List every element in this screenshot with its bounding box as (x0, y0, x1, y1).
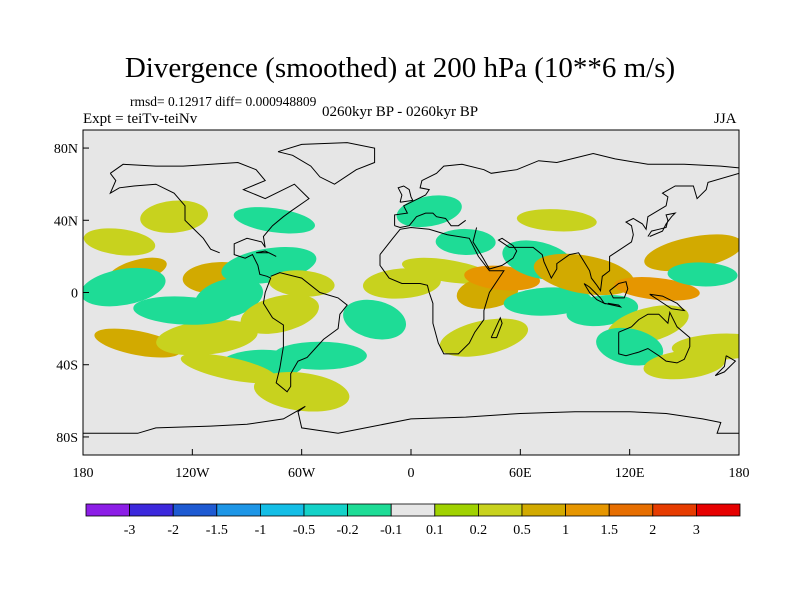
colorbar-label: -0.2 (337, 523, 359, 538)
colorbar-swatch (652, 503, 697, 517)
colorbar-label: 3 (693, 523, 700, 538)
coastline (714, 355, 737, 377)
field-anomaly (83, 267, 166, 307)
colorbar-swatch (434, 503, 479, 517)
colorbar-label: 2 (649, 523, 656, 538)
field-anomaly (233, 207, 315, 234)
colorbar-swatch (259, 503, 305, 517)
season-label: JJA (714, 111, 737, 127)
colorbar-swatch (85, 503, 130, 517)
colorbar: -3 -2 -1.5 -1 -0.5 -0.2 -0.1 0.1 0.2 0.5 1 1.5 2 3 (85, 503, 741, 538)
colorbar-label: 1 (562, 523, 569, 538)
coastline-layer (83, 142, 739, 434)
x-axis: 180 120W 60W 0 60E 120E 180 (73, 449, 750, 481)
field-anomaly (180, 353, 277, 384)
colorbar-label: 0.2 (470, 523, 488, 538)
x-tick-label: 60W (288, 466, 316, 481)
colorbar-label: -2 (167, 523, 179, 538)
field-anomaly (643, 350, 726, 380)
colorbar-swatch (172, 503, 218, 517)
field-anomaly (272, 341, 367, 370)
coastline (490, 316, 503, 339)
field-anomaly (516, 209, 597, 232)
y-tick-label: 40N (54, 214, 78, 229)
y-tick-label: 80N (54, 142, 78, 157)
field-anomaly (156, 319, 258, 356)
coastline (277, 142, 376, 185)
coastline (604, 302, 623, 308)
y-axis: 80N 40N 0 40S 80S (54, 142, 89, 446)
rmsd-diff-stats: rmsd= 0.12917 diff= 0.000948809 (130, 94, 317, 109)
coastline (109, 172, 220, 254)
colorbar-swatch (347, 503, 392, 517)
colorbar-swatch (521, 503, 566, 517)
period-label: 0260kyr BP - 0260kyr BP (322, 104, 479, 120)
coastline (110, 161, 348, 393)
y-tick-label: 0 (71, 287, 78, 302)
colorbar-label: 1.5 (600, 523, 618, 538)
colorbar-swatch (216, 503, 261, 517)
field-anomaly (439, 318, 529, 357)
coastline (647, 212, 677, 237)
field-anomaly (194, 277, 264, 319)
field-layer (83, 195, 739, 412)
colorbar-swatch (477, 503, 523, 517)
field-anomaly (94, 328, 181, 358)
field-anomaly (140, 200, 209, 233)
x-tick-label: 0 (408, 466, 415, 481)
field-anomaly (644, 234, 739, 272)
field-anomaly (268, 270, 335, 297)
x-tick-label: 180 (729, 466, 750, 481)
experiment-label: Expt = teiTv-teiNv (83, 111, 198, 127)
field-anomaly (667, 262, 738, 287)
field-anomaly (253, 372, 350, 412)
field-anomaly (83, 228, 156, 256)
colorbar-label: 0.1 (426, 523, 444, 538)
colorbar-swatch (303, 503, 348, 517)
y-tick-label: 40S (56, 359, 78, 374)
field-anomaly (240, 294, 319, 334)
x-tick-label: 60E (509, 466, 532, 481)
colorbar-swatch (696, 503, 741, 517)
colorbar-label: -3 (124, 523, 136, 538)
coastline (649, 293, 686, 312)
field-anomaly (343, 299, 407, 340)
field-anomaly (596, 327, 664, 366)
x-tick-label: 180 (73, 466, 94, 481)
coastline (256, 250, 277, 257)
x-tick-label: 120W (175, 466, 210, 481)
x-tick-label: 120E (615, 466, 645, 481)
colorbar-label: -1.5 (206, 523, 228, 538)
chart-title: Divergence (smoothed) at 200 hPa (10**6 … (124, 52, 676, 84)
coastline (397, 185, 414, 203)
y-tick-label: 80S (56, 431, 78, 446)
colorbar-swatch (608, 503, 654, 517)
coastline (394, 212, 466, 229)
colorbar-swatch (390, 503, 436, 517)
colorbar-label: -0.5 (293, 523, 315, 538)
coastline (394, 152, 739, 226)
coastline (379, 226, 505, 355)
coastline (472, 172, 739, 293)
colorbar-label: 0.5 (513, 523, 531, 538)
field-anomaly (614, 277, 700, 301)
colorbar-swatch (565, 503, 610, 517)
coastline (609, 281, 629, 299)
colorbar-swatch (129, 503, 174, 517)
colorbar-label: -0.1 (380, 523, 402, 538)
coastline (83, 405, 739, 434)
colorbar-label: -1 (255, 523, 267, 538)
coastline (618, 310, 691, 364)
